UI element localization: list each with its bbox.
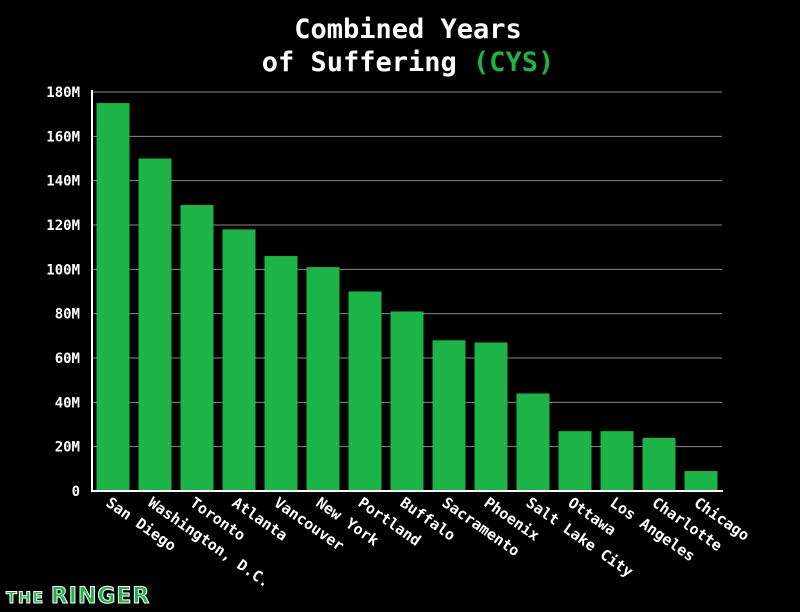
y-tick-label: 120M bbox=[46, 218, 80, 234]
bar bbox=[390, 311, 424, 491]
bar bbox=[264, 256, 298, 491]
y-tick-label: 80M bbox=[55, 307, 80, 323]
y-tick-label: 60M bbox=[55, 351, 80, 367]
bar bbox=[306, 267, 340, 491]
y-tick-label: 40M bbox=[55, 395, 80, 411]
bar bbox=[600, 431, 634, 491]
the-ringer-logo: THE RINGER bbox=[5, 584, 151, 610]
y-tick-label: 140M bbox=[46, 174, 80, 190]
bar bbox=[348, 291, 382, 491]
bar bbox=[138, 158, 172, 491]
bar bbox=[180, 205, 214, 492]
y-tick-label: 0 bbox=[72, 484, 80, 500]
bar bbox=[642, 437, 676, 491]
y-tick-label: 180M bbox=[46, 85, 80, 101]
bar bbox=[684, 471, 718, 491]
y-tick-label: 100M bbox=[46, 262, 80, 278]
bar bbox=[558, 431, 592, 491]
chart-title-line1: Combined Years bbox=[294, 14, 522, 45]
y-tick-label: 160M bbox=[46, 129, 80, 145]
bar bbox=[96, 103, 130, 491]
bar bbox=[222, 229, 256, 491]
bar bbox=[474, 342, 508, 491]
bar bbox=[432, 340, 466, 491]
bar bbox=[516, 393, 550, 491]
chart-title-highlight: (CYS) bbox=[473, 47, 554, 78]
y-tick-label: 20M bbox=[55, 440, 80, 456]
chart-title-line2: of Suffering (CYS) bbox=[262, 47, 555, 78]
